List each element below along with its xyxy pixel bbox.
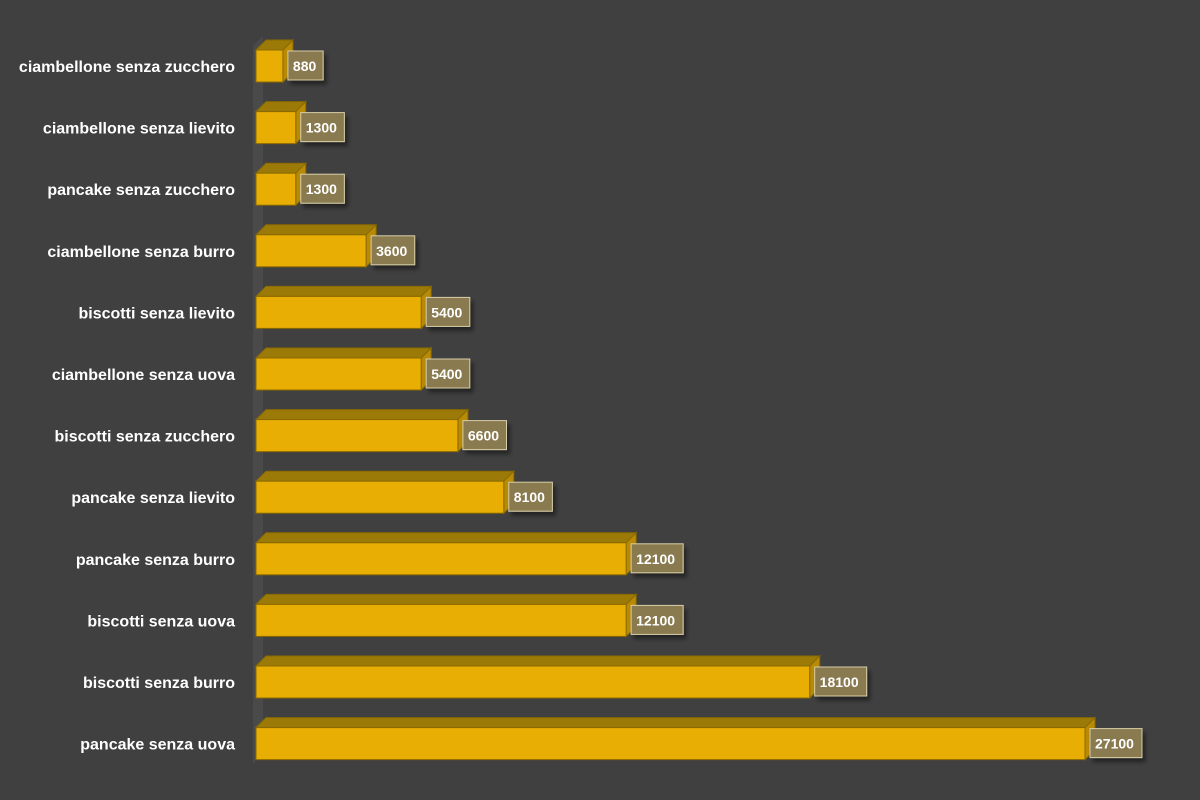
data-label-box <box>1089 728 1143 759</box>
data-label-box <box>814 666 868 697</box>
category-label: biscotti senza burro <box>83 675 235 692</box>
data-label-box <box>630 543 684 574</box>
data-label-box <box>462 420 507 451</box>
data-label: 1300 <box>306 120 337 136</box>
bar-group: biscotti senza uova 12100 <box>87 593 684 638</box>
data-label: 12100 <box>636 612 675 628</box>
bar-top-face <box>254 593 638 605</box>
bar-top-face <box>254 717 1097 729</box>
category-label: pancake senza uova <box>80 737 235 754</box>
bar-top-face <box>254 470 515 482</box>
category-label: biscotti senza lievito <box>79 305 236 322</box>
data-label-box <box>300 112 345 143</box>
bar <box>255 172 297 206</box>
bar-top-face <box>254 285 433 297</box>
bar-group: biscotti senza zucchero 6600 <box>55 408 507 453</box>
data-label-box <box>370 235 416 266</box>
data-label-box <box>425 296 471 327</box>
data-label: 5400 <box>431 304 462 320</box>
bar-group: ciambellone senza uova 5400 <box>52 346 471 392</box>
data-label-box <box>287 50 324 81</box>
bar <box>255 357 422 391</box>
bar <box>255 111 297 145</box>
bar <box>255 49 284 83</box>
bar <box>255 665 811 699</box>
bar <box>255 727 1086 761</box>
bar-group: ciambellone senza zucchero 880 <box>19 38 324 84</box>
bar-top-face <box>254 224 378 236</box>
bar <box>255 603 627 637</box>
bar-group: ciambellone senza lievito 1300 <box>43 100 345 145</box>
bar-top-face <box>254 532 638 544</box>
category-label: ciambellone senza burro <box>47 244 235 261</box>
data-label: 6600 <box>468 428 499 444</box>
data-label: 3600 <box>376 243 407 259</box>
bar-group: pancake senza burro 12100 <box>76 531 684 577</box>
bar-top-face <box>254 655 821 667</box>
bar-group: biscotti senza burro 18100 <box>83 654 868 700</box>
bar-top-face <box>254 409 470 421</box>
bar <box>255 295 422 329</box>
data-label: 12100 <box>636 551 675 567</box>
data-label: 27100 <box>1095 736 1134 752</box>
category-label: biscotti senza zucchero <box>55 429 236 446</box>
category-label: biscotti senza uova <box>87 613 235 630</box>
bar-top-face <box>254 347 433 359</box>
bar <box>255 234 367 268</box>
category-label: pancake senza lievito <box>71 490 235 507</box>
category-label: ciambellone senza lievito <box>43 121 235 138</box>
category-label: pancake senza zucchero <box>47 182 235 199</box>
data-label-box <box>300 173 345 204</box>
axis-wall <box>253 36 263 764</box>
bar <box>255 480 505 514</box>
bar <box>255 542 627 576</box>
bar-group: biscotti senza lievito 5400 <box>79 285 471 330</box>
data-label-box <box>630 604 684 635</box>
category-label: ciambellone senza zucchero <box>19 59 235 76</box>
category-label: pancake senza burro <box>76 552 235 569</box>
data-label: 8100 <box>514 489 545 505</box>
data-label: 1300 <box>306 181 337 197</box>
bar-group: pancake senza uova 27100 <box>80 716 1143 761</box>
data-label: 5400 <box>431 366 462 382</box>
data-label-box <box>425 358 471 389</box>
bar-group: ciambellone senza burro 3600 <box>47 223 416 269</box>
data-label-box <box>508 481 553 512</box>
bar <box>255 419 459 453</box>
data-label: 18100 <box>820 674 859 690</box>
data-label: 880 <box>293 58 317 74</box>
bar-group: pancake senza zucchero 1300 <box>47 161 345 207</box>
bar-group: pancake senza lievito 8100 <box>71 469 553 515</box>
category-label: ciambellone senza uova <box>52 367 235 384</box>
